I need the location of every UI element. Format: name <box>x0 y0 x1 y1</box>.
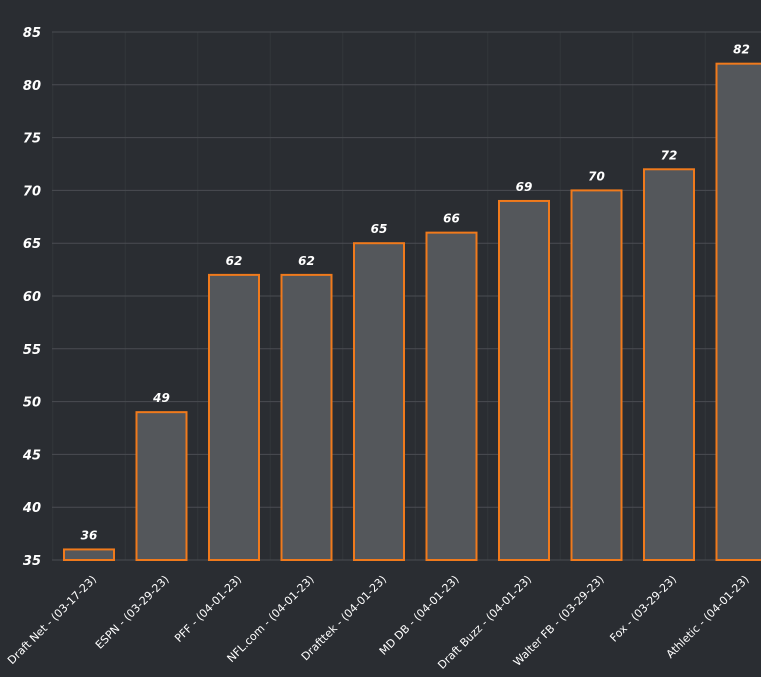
bar <box>353 242 405 561</box>
x-tick-label: ESPN - (03-29-23) <box>93 573 172 652</box>
y-tick-label: 65 <box>23 237 41 252</box>
bar-value-label: 69 <box>516 180 533 194</box>
y-tick-label: 80 <box>23 79 41 94</box>
bar-value-label: 49 <box>152 391 170 405</box>
bar-value-label: 72 <box>661 148 678 162</box>
bar <box>643 168 695 561</box>
y-tick-label: 60 <box>23 290 41 305</box>
y-axis-ticks: 35 40 45 50 55 60 65 70 75 80 85 <box>22 26 41 569</box>
bar <box>425 231 478 561</box>
y-tick-label: 45 <box>22 448 41 463</box>
bar-value-label: 62 <box>226 254 243 268</box>
bar <box>498 199 550 562</box>
bar-value-label: 70 <box>588 169 605 183</box>
bar-value-label: 82 <box>733 43 750 57</box>
bar <box>570 189 623 561</box>
y-tick-label: 40 <box>22 501 41 516</box>
bar-value-label: 36 <box>81 528 98 542</box>
data-labels: 36 49 62 62 65 66 69 70 72 82 <box>81 43 750 543</box>
y-tick-label: 75 <box>23 132 41 147</box>
bar-value-label: 66 <box>443 212 460 226</box>
x-tick-label: Athletic - (04-01-23) <box>664 573 752 661</box>
bar <box>280 273 333 561</box>
bar-value-label: 62 <box>298 254 315 268</box>
y-tick-label: 35 <box>23 554 41 569</box>
bars <box>63 62 761 562</box>
x-tick-label: Fox - (03-29-23) <box>607 573 679 645</box>
x-tick-label: MD DB - (04-01-23) <box>377 573 462 658</box>
y-tick-label: 70 <box>23 184 41 199</box>
bar <box>715 62 761 562</box>
x-axis-ticks: Draft Net - (03-17-23)ESPN - (03-29-23) P… <box>5 573 752 672</box>
bar <box>63 548 115 562</box>
y-tick-label: 85 <box>23 26 41 41</box>
x-tick-label: PFF - (04-01-23) <box>172 573 244 645</box>
bar-value-label: 65 <box>371 222 388 236</box>
bar <box>208 273 260 561</box>
y-tick-label: 55 <box>23 343 41 358</box>
y-tick-label: 50 <box>23 396 41 411</box>
x-tick-label: Drafttek - (04-01-23) <box>299 573 389 663</box>
bar <box>135 411 188 561</box>
x-tick-label: Draft Net - (03-17-23) <box>5 573 99 667</box>
